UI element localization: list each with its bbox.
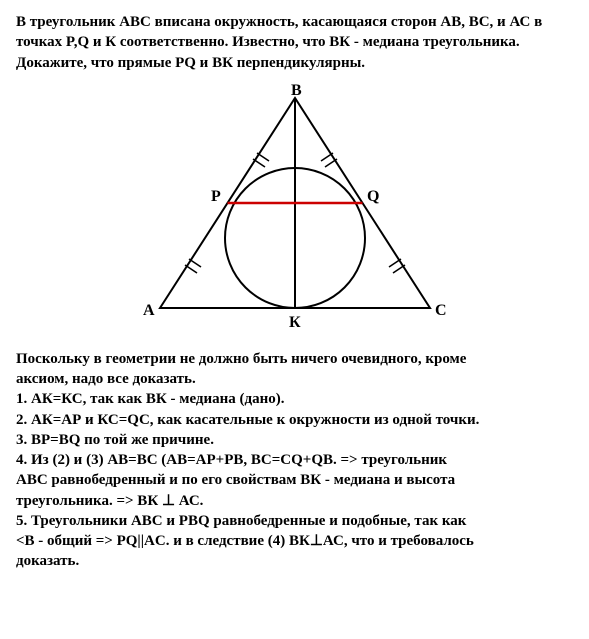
label-k: К	[289, 314, 301, 331]
solution-block: Поскольку в геометрии не должно быть нич…	[16, 349, 573, 572]
solution-intro: Поскольку в геометрии не должно быть нич…	[16, 349, 573, 390]
intro-line: Поскольку в геометрии не должно быть нич…	[16, 351, 466, 367]
problem-line: В треугольник АВС вписана окружность, ка…	[16, 14, 542, 30]
solution-step-4: 4. Из (2) и (3) АВ=ВС (АВ=АР+РВ, ВС=CQ+Q…	[16, 450, 573, 511]
step-line: треугольника. => ВК ⊥ АС.	[16, 493, 203, 509]
solution-step-3: 3. ВР=BQ по той же причине.	[16, 430, 573, 450]
label-c: C	[435, 302, 447, 319]
step-line: доказать.	[16, 553, 79, 569]
step-line: 4. Из (2) и (3) АВ=ВС (АВ=АР+РВ, ВС=CQ+Q…	[16, 452, 447, 468]
geometry-figure: B A C К P Q	[115, 83, 475, 343]
step-line: АВС равнобедренный и по его свойствам ВК…	[16, 472, 455, 488]
solution-step-1: 1. АК=КС, так как ВК - медиана (дано).	[16, 389, 573, 409]
step-line: 5. Треугольники АВС и PBQ равнобедренные…	[16, 513, 466, 529]
label-a: A	[143, 302, 155, 319]
solution-step-2: 2. АК=АР и КС=QC, как касательные к окру…	[16, 410, 573, 430]
label-b: B	[291, 83, 302, 99]
solution-step-5: 5. Треугольники АВС и PBQ равнобедренные…	[16, 511, 573, 572]
problem-line: Докажите, что прямые PQ и ВК перпендикул…	[16, 55, 365, 71]
problem-line: точках P,Q и К соответственно. Известно,…	[16, 34, 520, 50]
intro-line: аксиом, надо все доказать.	[16, 371, 196, 387]
step-line: <В - общий => PQ||AC. и в следствие (4) …	[16, 533, 474, 549]
problem-statement: В треугольник АВС вписана окружность, ка…	[16, 12, 573, 73]
label-p: P	[211, 188, 221, 205]
label-q: Q	[367, 188, 379, 205]
